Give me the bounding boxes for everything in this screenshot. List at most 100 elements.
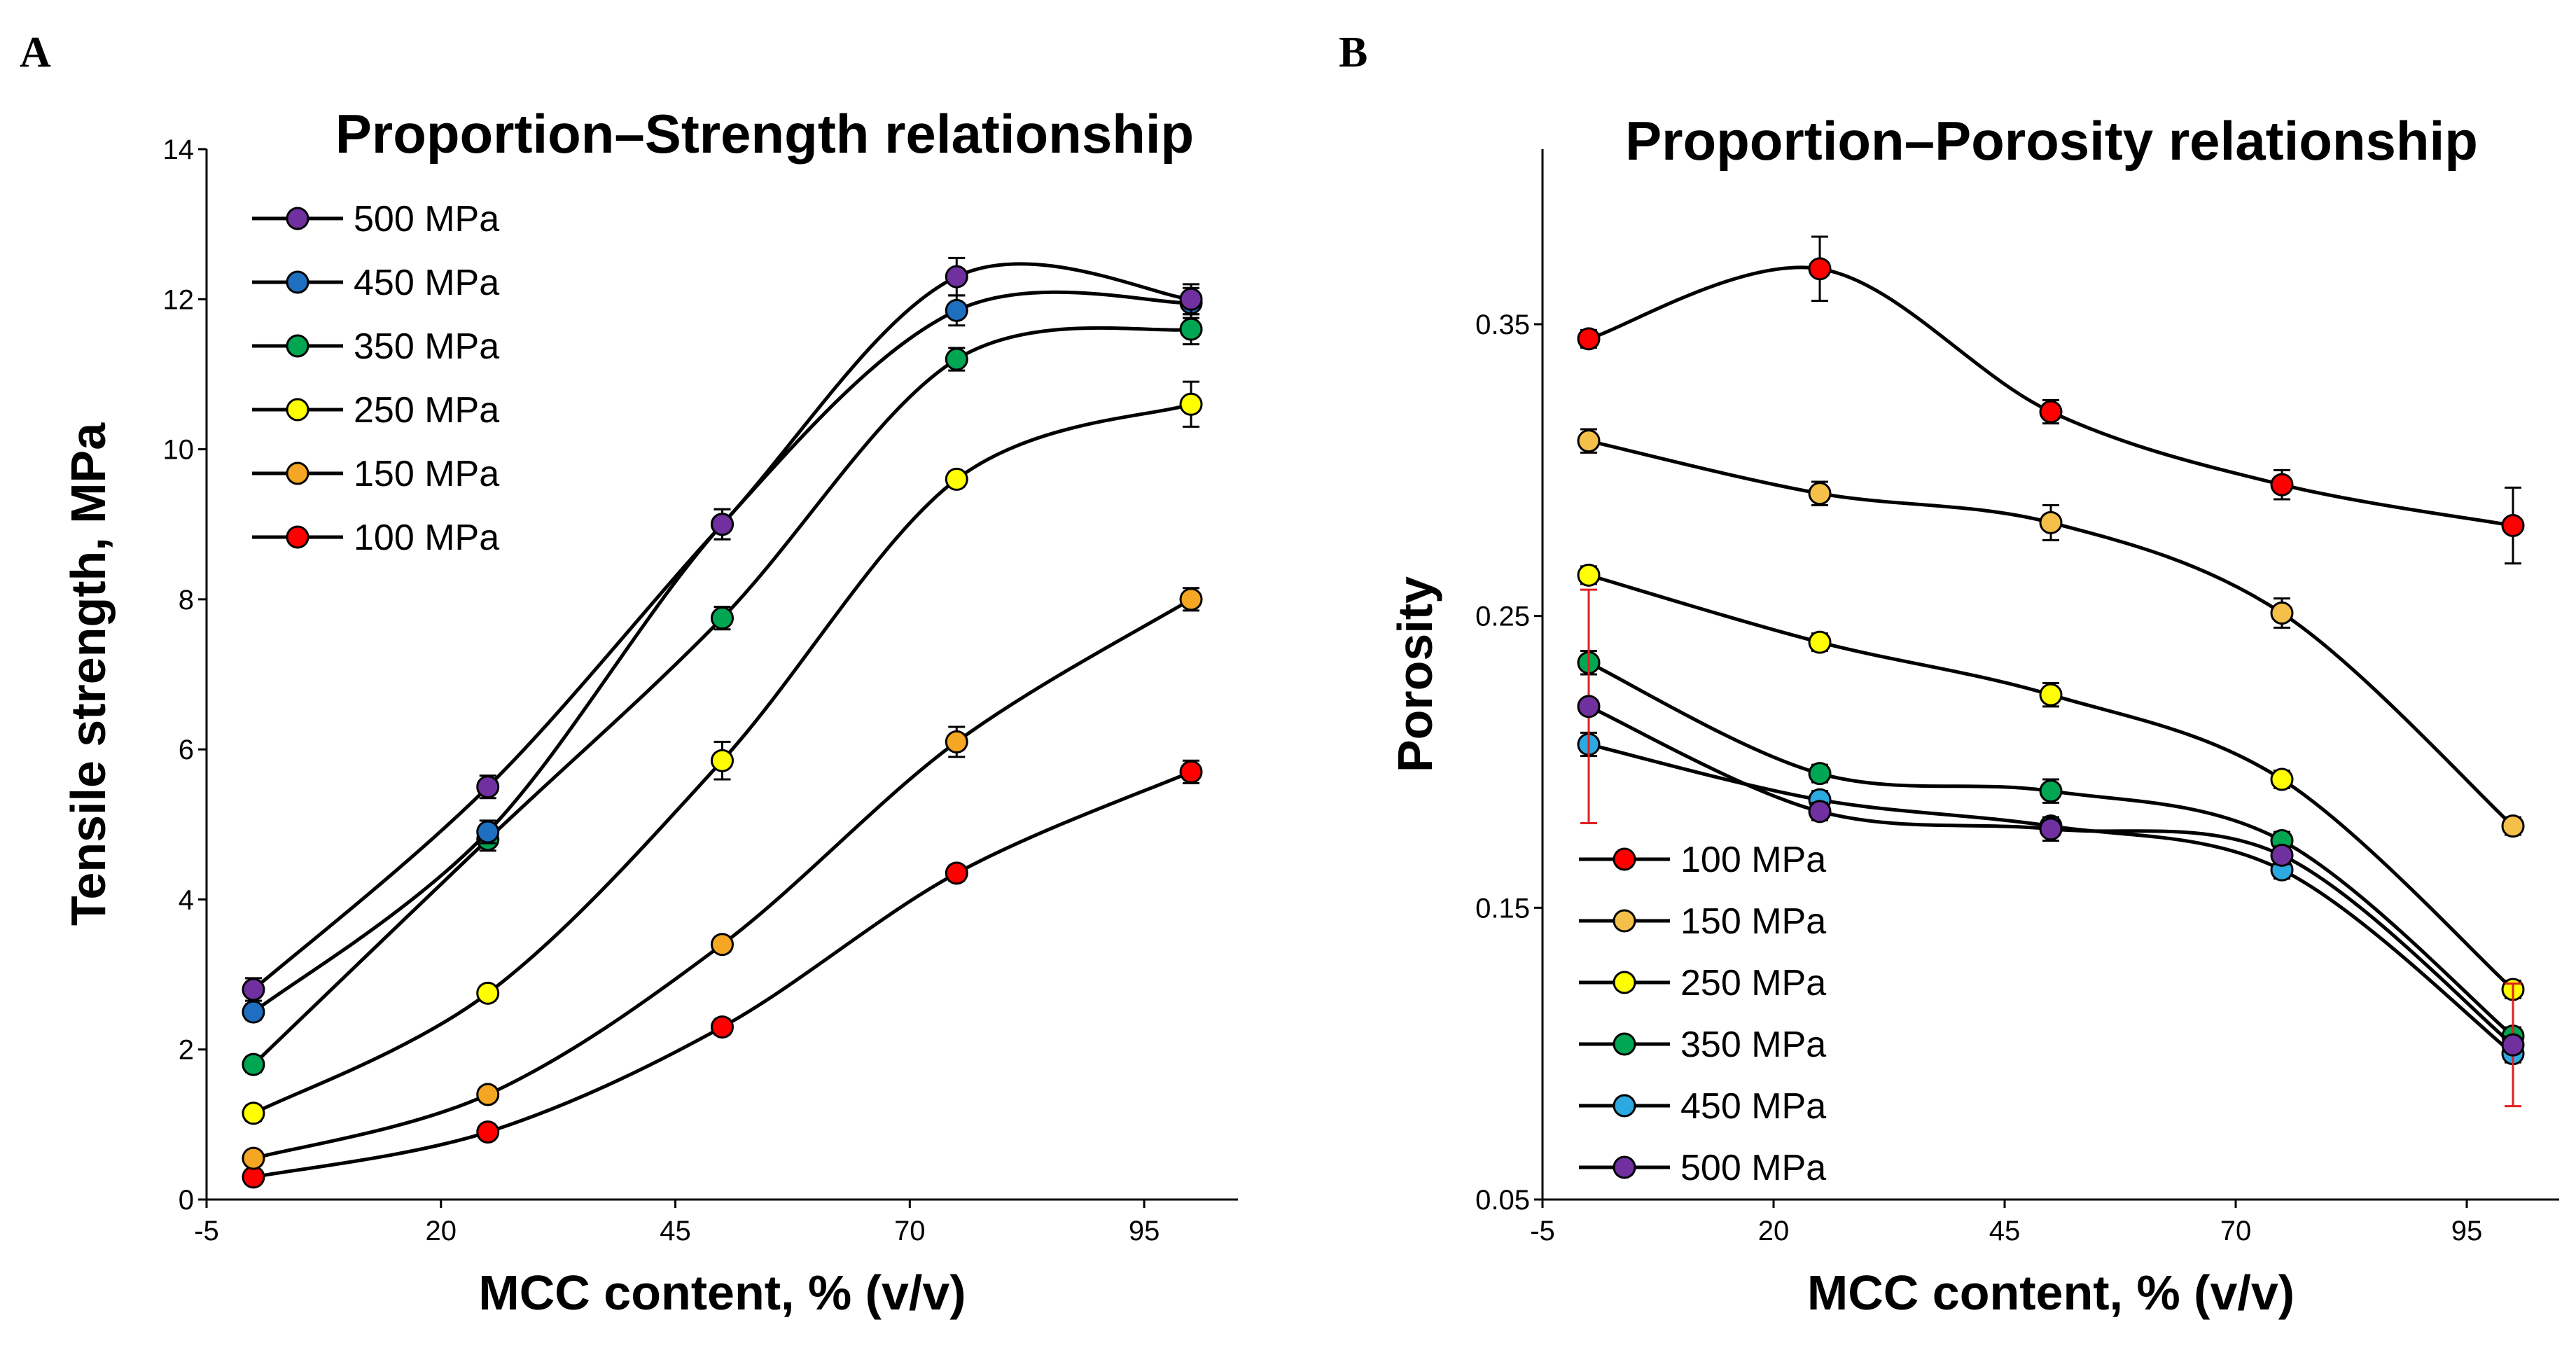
data-point bbox=[1179, 760, 1203, 784]
data-point bbox=[2270, 843, 2294, 867]
legend-marker bbox=[1613, 1032, 1636, 1056]
data-point bbox=[2501, 814, 2525, 838]
legend-label: 100 MPa bbox=[1680, 840, 1826, 880]
legend-entry: 150 MPa bbox=[252, 454, 499, 494]
data-point bbox=[1577, 327, 1601, 351]
data-point bbox=[242, 1052, 265, 1076]
legend-entry: 250 MPa bbox=[1579, 963, 1826, 1003]
data-point bbox=[242, 978, 265, 1001]
data-point bbox=[945, 298, 968, 322]
series-line bbox=[1588, 439, 2514, 828]
y-tick-label: 10 bbox=[163, 435, 195, 466]
data-point bbox=[711, 606, 734, 630]
x-tick-label: 70 bbox=[894, 1216, 926, 1246]
data-point bbox=[945, 347, 968, 371]
data-point bbox=[1808, 482, 1832, 506]
data-point bbox=[476, 820, 500, 844]
y-axis-label: Tensile strength, MPa bbox=[61, 422, 116, 926]
legend-entry: 500 MPa bbox=[1579, 1148, 1826, 1188]
data-point bbox=[476, 1083, 500, 1106]
x-tick-label: 20 bbox=[1758, 1216, 1790, 1246]
data-point bbox=[1808, 630, 1832, 654]
legend-marker bbox=[286, 207, 309, 230]
legend-entry: 500 MPa bbox=[252, 199, 499, 239]
data-point bbox=[242, 1102, 265, 1125]
legend-label: 100 MPa bbox=[354, 517, 499, 558]
data-point bbox=[242, 1000, 265, 1024]
data-point bbox=[2039, 779, 2063, 803]
legend-label: 500 MPa bbox=[1680, 1148, 1826, 1188]
x-axis-label: MCC content, % (v/v) bbox=[478, 1265, 966, 1320]
data-point bbox=[711, 749, 734, 772]
series-line bbox=[253, 597, 1192, 1160]
legend-label: 150 MPa bbox=[1680, 901, 1826, 942]
y-tick-label: 2 bbox=[179, 1035, 194, 1066]
x-tick-label: -5 bbox=[194, 1216, 219, 1246]
y-axis-label: Porosity bbox=[1388, 576, 1442, 772]
legend-entry: 450 MPa bbox=[1579, 1086, 1826, 1127]
legend-marker bbox=[286, 270, 309, 294]
data-point bbox=[2501, 1033, 2525, 1057]
data-point bbox=[1179, 588, 1203, 611]
y-tick-label: 6 bbox=[179, 735, 194, 765]
panel-a: A Proportion–Strength relationship 0 2 4 6 8 10… bbox=[20, 29, 1238, 1320]
data-point bbox=[2270, 602, 2294, 625]
series-500-mpa bbox=[242, 256, 1203, 1002]
data-point bbox=[711, 1015, 734, 1039]
data-point bbox=[2039, 510, 2063, 534]
y-tick-label: 0 bbox=[179, 1185, 194, 1216]
y-tick-label: 0.05 bbox=[1475, 1185, 1530, 1216]
legend-marker bbox=[286, 334, 309, 358]
data-point bbox=[1577, 695, 1601, 718]
series-150-mpa bbox=[1577, 428, 2525, 838]
legend-label: 450 MPa bbox=[354, 263, 499, 303]
legend-marker bbox=[1613, 1094, 1636, 1118]
legend-entry: 100 MPa bbox=[252, 517, 499, 558]
panel-letter: A bbox=[20, 29, 51, 76]
series-100-mpa bbox=[1577, 235, 2525, 565]
x-tick-label: 45 bbox=[660, 1216, 691, 1246]
data-point bbox=[1179, 317, 1203, 341]
x-axis-label: MCC content, % (v/v) bbox=[1807, 1265, 2295, 1320]
data-point bbox=[1808, 257, 1832, 281]
legend-marker bbox=[1613, 971, 1636, 994]
y-tick-label: 4 bbox=[179, 884, 194, 915]
legend-marker bbox=[286, 398, 309, 422]
y-tick-label: 0.15 bbox=[1475, 893, 1530, 924]
data-point bbox=[2270, 767, 2294, 791]
x-tick-label: 45 bbox=[1989, 1216, 2021, 1246]
data-point bbox=[2039, 817, 2063, 841]
legend-entry: 350 MPa bbox=[252, 326, 499, 367]
x-tick-label: 20 bbox=[426, 1216, 457, 1246]
series-100-mpa bbox=[242, 759, 1203, 1189]
data-point bbox=[1577, 429, 1601, 453]
x-tick-label: -5 bbox=[1530, 1216, 1555, 1246]
data-point bbox=[711, 513, 734, 536]
series-500-mpa bbox=[1577, 588, 2525, 1108]
data-point bbox=[1179, 287, 1203, 311]
legend-label: 150 MPa bbox=[354, 454, 499, 494]
data-point bbox=[1808, 762, 1832, 786]
data-point bbox=[476, 981, 500, 1005]
legend-label: 350 MPa bbox=[354, 326, 499, 367]
data-point bbox=[1808, 800, 1832, 824]
series-line bbox=[253, 770, 1192, 1179]
legend-label: 450 MPa bbox=[1680, 1086, 1826, 1127]
legend-label: 250 MPa bbox=[354, 390, 499, 431]
legend-label: 500 MPa bbox=[354, 199, 499, 239]
y-tick-label: 0.35 bbox=[1475, 310, 1530, 340]
data-point bbox=[1577, 563, 1601, 587]
data-point bbox=[945, 861, 968, 885]
x-tick-label: 95 bbox=[2451, 1216, 2483, 1246]
y-tick-label: 0.25 bbox=[1475, 602, 1530, 632]
legend-marker bbox=[1613, 909, 1636, 933]
chart-title: Proportion–Porosity relationship bbox=[1625, 110, 2478, 172]
data-point bbox=[945, 730, 968, 753]
data-point bbox=[2039, 683, 2063, 707]
legend-marker bbox=[1613, 1155, 1636, 1179]
y-tick-label: 12 bbox=[163, 284, 195, 315]
data-point bbox=[476, 1120, 500, 1144]
legend-label: 350 MPa bbox=[1680, 1024, 1826, 1065]
x-tick-label: 95 bbox=[1129, 1216, 1160, 1246]
